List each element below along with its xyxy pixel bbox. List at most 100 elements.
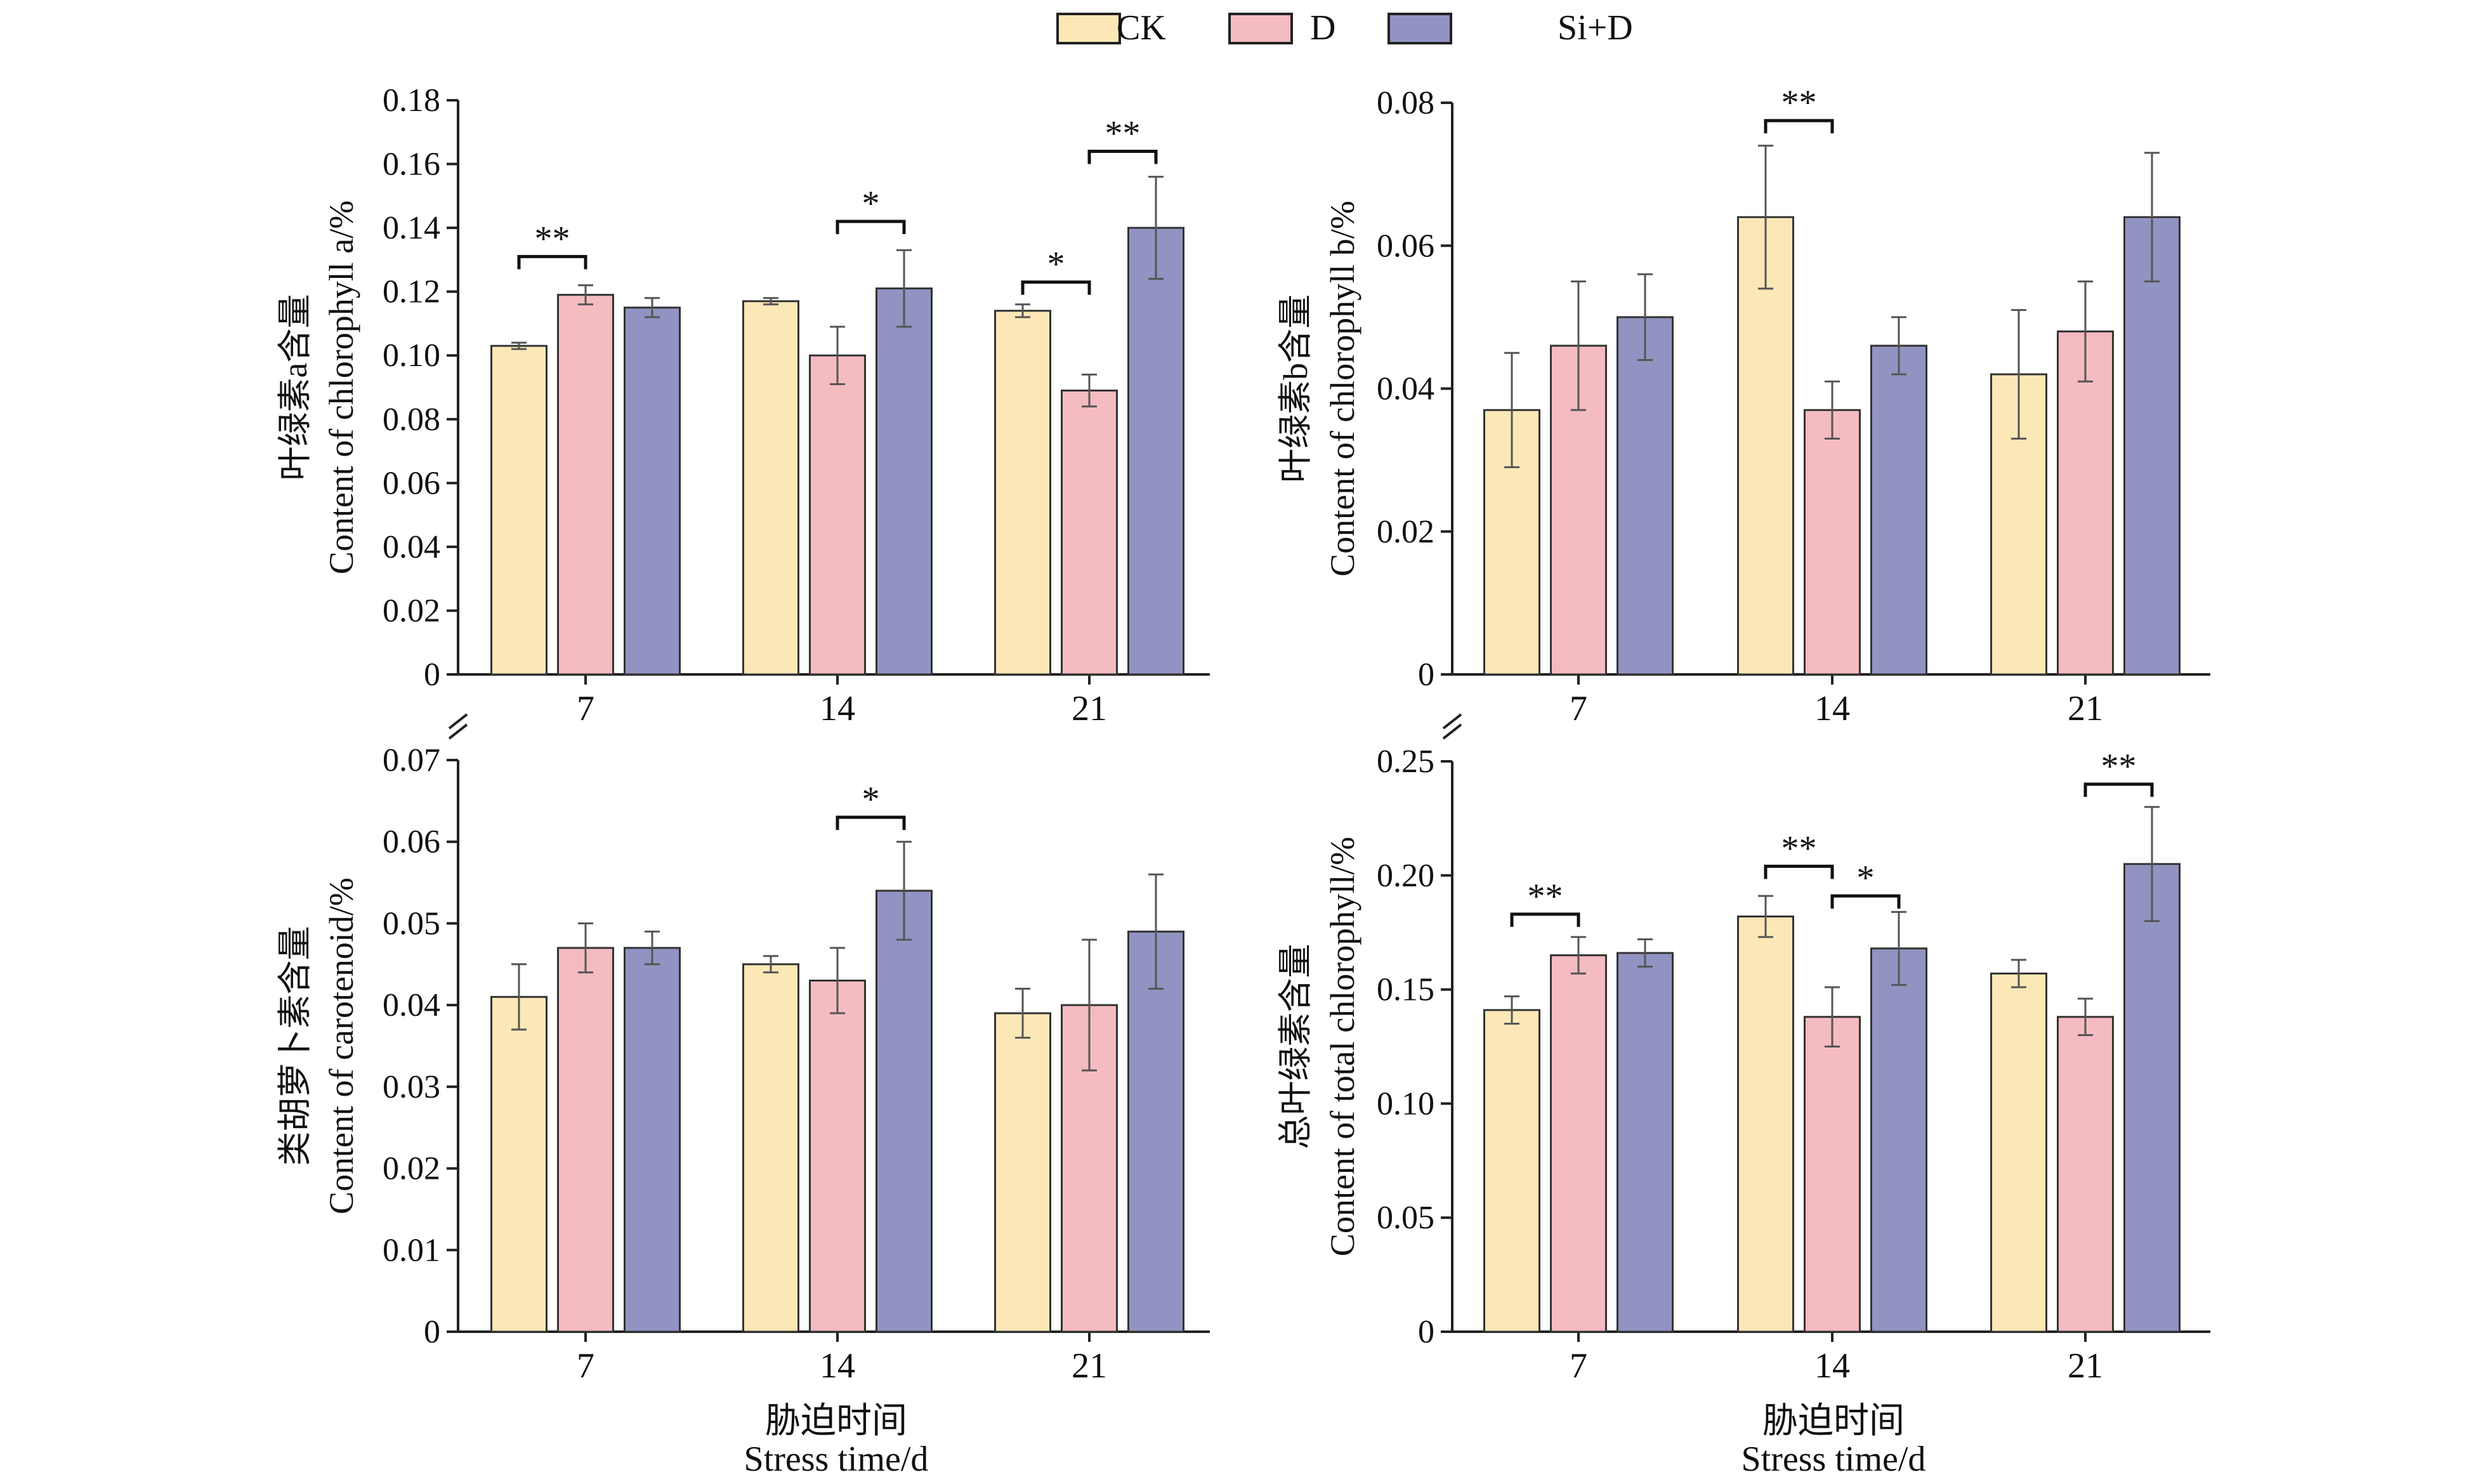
y-axis-title-cn-total: 总叶绿素含量 xyxy=(1276,944,1315,1150)
bar-sid-21d xyxy=(1127,227,1184,676)
significance-label: ** xyxy=(1528,877,1563,916)
significance-bracket xyxy=(1764,864,1834,879)
significance-bracket xyxy=(1764,119,1834,134)
x-axis-title-cn-right: 胁迫时间 xyxy=(1762,1402,1905,1441)
bar-ck-14d xyxy=(1737,916,1794,1333)
y-tick-label: 0.20 xyxy=(1377,858,1434,894)
error-bar-sid-21d xyxy=(1148,176,1164,280)
error-bar-ck-7d xyxy=(511,963,527,1031)
significance-label: ** xyxy=(1781,83,1817,122)
bar-ck-21d xyxy=(994,1012,1051,1333)
bar-sid-14d xyxy=(1870,947,1927,1333)
y-tick-label: 0.16 xyxy=(383,147,440,183)
bar-d-21d xyxy=(1061,390,1118,676)
error-bar-sid-21d xyxy=(2144,806,2160,923)
x-tick-label: 21 xyxy=(1072,1346,1107,1386)
bar-ck-14d xyxy=(742,963,799,1333)
bar-sid-7d xyxy=(1617,952,1674,1333)
x-tick-label: 7 xyxy=(577,689,594,728)
significance-label: ** xyxy=(2101,747,2137,786)
error-bar-d-14d xyxy=(830,947,845,1015)
y-tick-label: 0 xyxy=(1418,1314,1434,1350)
significance-bracket xyxy=(836,815,906,831)
legend-swatch-d xyxy=(1228,13,1293,44)
error-bar-ck-7d xyxy=(1504,351,1519,468)
bar-ck-21d xyxy=(1990,972,2047,1333)
y-axis-title-en-car: Content of carotenoid/% xyxy=(322,877,360,1214)
significance-label: * xyxy=(862,780,880,819)
y-tick-label: 0 xyxy=(424,657,440,693)
error-bar-sid-7d xyxy=(1637,938,1653,968)
error-bar-ck-7d xyxy=(1504,995,1519,1025)
x-tick-label: 14 xyxy=(1814,1346,1850,1386)
x-tick-label: 14 xyxy=(1814,689,1850,728)
y-tick-label: 0.14 xyxy=(383,210,440,246)
error-bar-ck-7d xyxy=(511,341,527,350)
error-bar-d-14d xyxy=(1825,380,1840,440)
y-axis-title-cn-car: 类胡萝卜素含量 xyxy=(276,926,314,1166)
axis-break-mark xyxy=(1442,713,1462,740)
significance-bracket xyxy=(2083,782,2154,797)
bar-sid-21d xyxy=(1127,930,1184,1333)
significance-label: * xyxy=(1047,245,1065,284)
y-axis-title-en-chlb: Content of chlorophyll b/% xyxy=(1323,200,1361,576)
y-tick-label: 0.05 xyxy=(383,905,440,942)
error-bar-sid-21d xyxy=(2144,152,2160,283)
error-bar-d-21d xyxy=(1082,938,1097,1072)
error-bar-sid-7d xyxy=(1637,273,1653,361)
x-axis-title-en-left: Stress time/d xyxy=(744,1440,929,1479)
y-tick-label: 0.06 xyxy=(383,465,440,501)
chart-panel-carotenoid: 0 0.01 0.02 0.03 0.04 0.05 0.06 0.07 7 14 21 * 类胡萝卜素… xyxy=(276,742,1210,1386)
y-tick-label: 0.06 xyxy=(1377,228,1434,264)
error-bar-d-7d xyxy=(578,922,593,974)
bar-ck-14d xyxy=(1737,216,1794,676)
x-axis-title-cn-left: 胁迫时间 xyxy=(765,1402,907,1441)
bar-ck-7d xyxy=(490,345,548,676)
bar-sid-14d xyxy=(1870,345,1927,676)
error-bar-d-7d xyxy=(1571,280,1586,411)
bar-sid-7d xyxy=(624,947,681,1333)
error-bar-d-21d xyxy=(2078,997,2093,1037)
x-tick-label: 7 xyxy=(1570,689,1587,728)
error-bar-ck-14d xyxy=(763,297,778,306)
x-tick-label: 14 xyxy=(820,1346,855,1386)
chart-panel-total-chlorophyll: 00.050.100.150.200.257 14 21*******总叶绿素含量 C… xyxy=(1276,744,2210,1386)
y-tick-label: 0 xyxy=(1418,657,1434,693)
error-bar-d-21d xyxy=(2078,280,2093,383)
significance-label: * xyxy=(862,184,880,223)
axis-break-mark xyxy=(448,713,468,740)
x-tick-label: 14 xyxy=(820,689,855,728)
bar-sid-21d xyxy=(2123,863,2181,1333)
error-bar-ck-21d xyxy=(2011,309,2026,440)
y-tick-label: 0.18 xyxy=(383,82,440,119)
significance-bracket xyxy=(517,254,587,270)
x-tick-label: 21 xyxy=(2068,1346,2103,1386)
legend-label-ck: CK xyxy=(1117,8,1166,48)
bar-sid-21d xyxy=(2123,216,2181,676)
significance-bracket xyxy=(1021,280,1091,295)
error-bar-d-7d xyxy=(1571,936,1586,975)
significance-label: ** xyxy=(1781,829,1817,868)
x-tick-label: 21 xyxy=(2068,689,2103,728)
bar-d-21d xyxy=(2057,330,2114,676)
bar-sid-14d xyxy=(876,890,933,1333)
bar-d-7d xyxy=(557,294,614,676)
error-bar-ck-21d xyxy=(1015,303,1030,318)
y-axis-title-cn-chlb: 叶绿素b含量 xyxy=(1276,294,1315,483)
error-bar-sid-14d xyxy=(1891,316,1906,376)
y-tick-label: 0.02 xyxy=(1377,514,1434,550)
error-bar-sid-21d xyxy=(1148,873,1164,990)
y-tick-label: 0.01 xyxy=(383,1232,440,1268)
legend: CK D Si+D xyxy=(1056,8,1633,48)
bar-d-21d xyxy=(2057,1016,2114,1333)
error-bar-ck-14d xyxy=(763,955,778,974)
significance-label: * xyxy=(1857,858,1875,898)
legend-label-sid: Si+D xyxy=(1558,8,1633,48)
legend-swatch-ck xyxy=(1056,13,1121,44)
x-tick-label: 7 xyxy=(1570,1346,1587,1386)
error-bar-ck-21d xyxy=(2011,959,2026,988)
bar-ck-14d xyxy=(742,300,799,676)
error-bar-ck-14d xyxy=(1758,145,1773,290)
bar-sid-7d xyxy=(1617,316,1674,676)
x-tick-label: 21 xyxy=(1072,689,1107,728)
